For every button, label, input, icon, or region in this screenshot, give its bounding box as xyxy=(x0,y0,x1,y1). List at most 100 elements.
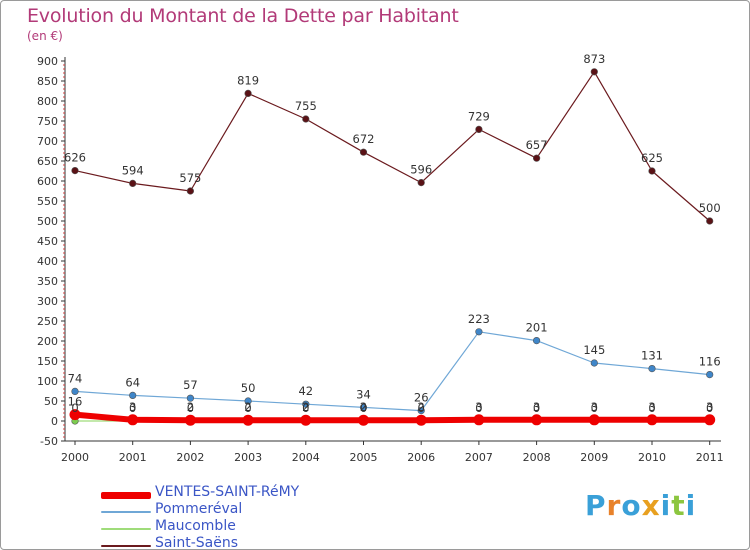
x-tick-label: 2008 xyxy=(523,451,551,464)
series-point xyxy=(590,68,598,76)
y-tick-label: -50 xyxy=(40,435,58,448)
series-point xyxy=(359,403,368,412)
data-label: 34 xyxy=(356,387,371,401)
series-point xyxy=(531,414,543,426)
series-point xyxy=(300,414,312,426)
legend-swatch xyxy=(101,511,151,513)
data-label: 819 xyxy=(237,73,259,87)
series-point xyxy=(127,414,139,426)
x-tick-label: 2011 xyxy=(696,451,724,464)
series-point xyxy=(129,179,137,187)
data-label: 2 xyxy=(418,400,425,414)
chart-title: Evolution du Montant de la Dette par Hab… xyxy=(27,5,459,27)
series-point xyxy=(417,407,425,415)
data-label: 64 xyxy=(125,375,140,389)
data-label: 3 xyxy=(475,400,482,414)
y-tick-label: 400 xyxy=(37,255,58,268)
logo-letter: o xyxy=(621,489,642,522)
legend-swatch xyxy=(101,491,151,499)
data-label: 0 xyxy=(187,401,194,415)
series-point xyxy=(532,337,541,345)
data-label: 0 xyxy=(533,401,540,415)
series-point xyxy=(71,387,79,396)
data-label: 145 xyxy=(583,343,605,357)
data-label: 594 xyxy=(122,163,144,177)
data-label: 16 xyxy=(68,395,83,409)
x-tick-label: 2010 xyxy=(638,451,666,464)
series-point xyxy=(706,371,714,379)
series-point xyxy=(417,179,425,187)
data-label: 131 xyxy=(641,349,663,363)
data-label: 3 xyxy=(533,400,540,414)
data-label: 500 xyxy=(699,201,721,215)
series-point xyxy=(648,365,656,373)
series-point xyxy=(475,328,483,336)
y-tick-label: 100 xyxy=(37,375,58,388)
series-point xyxy=(244,89,252,97)
series-point xyxy=(302,115,310,123)
y-tick-label: 550 xyxy=(37,195,58,208)
y-tick-label: 0 xyxy=(51,415,58,428)
data-label: 0 xyxy=(302,401,309,415)
x-tick-label: 2001 xyxy=(119,451,147,464)
series-point xyxy=(186,187,194,195)
legend-swatch xyxy=(101,545,151,547)
series-point xyxy=(588,414,600,426)
data-label: 575 xyxy=(179,171,201,185)
data-label: 0 xyxy=(129,401,136,415)
series-line-0 xyxy=(74,71,711,222)
logo-letter: t xyxy=(671,489,686,522)
logo-letter: x xyxy=(641,489,661,522)
x-tick-label: 2009 xyxy=(580,451,608,464)
series-point xyxy=(244,397,252,405)
y-tick-label: 600 xyxy=(37,175,58,188)
series-point xyxy=(473,414,485,426)
series-point xyxy=(129,391,137,400)
series-point xyxy=(71,167,79,175)
series-point xyxy=(706,217,714,225)
data-label: 116 xyxy=(699,355,721,369)
y-tick-label: 250 xyxy=(37,315,58,328)
y-tick-label: 850 xyxy=(37,75,58,88)
series-line-1 xyxy=(74,331,710,412)
legend-label: VENTES-SAINT-RéMY xyxy=(155,484,300,500)
legend-label: Pommeréval xyxy=(155,501,243,517)
data-label: 0 xyxy=(418,401,425,415)
data-label: 657 xyxy=(526,138,548,152)
y-tick-label: 450 xyxy=(37,235,58,248)
series-layer xyxy=(69,68,716,426)
data-label: 3 xyxy=(648,400,655,414)
data-label: 626 xyxy=(64,151,86,165)
chart-subtitle: (en €) xyxy=(27,29,63,43)
data-label: 201 xyxy=(526,321,548,335)
logo-letter: i xyxy=(685,489,697,522)
y-tick-label: 650 xyxy=(37,155,58,168)
logo-letter: P xyxy=(585,489,607,522)
series-point xyxy=(646,414,658,426)
series-point xyxy=(69,409,81,421)
data-label: 625 xyxy=(641,151,663,165)
data-label: 596 xyxy=(410,163,432,177)
proxiti-logo: Proxiti xyxy=(585,489,696,522)
y-tick-label: 900 xyxy=(37,55,58,68)
data-label: 74 xyxy=(68,371,83,385)
data-label: 0 xyxy=(648,401,655,415)
data-label: 2 xyxy=(244,400,251,414)
logo-letter: i xyxy=(660,489,672,522)
series-point xyxy=(302,400,310,408)
data-label: 0 xyxy=(706,401,713,415)
legend-label: Saint-Saëns xyxy=(155,535,239,550)
data-label: 50 xyxy=(241,381,256,395)
data-label: 223 xyxy=(468,312,490,326)
x-tick-label: 2005 xyxy=(350,451,378,464)
x-tick-label: 2006 xyxy=(407,451,435,464)
data-label: 2 xyxy=(302,400,309,414)
series-point xyxy=(359,148,368,156)
series-point xyxy=(415,414,427,426)
x-tick-label: 2000 xyxy=(61,451,89,464)
data-label: 26 xyxy=(414,391,429,405)
data-label: 3 xyxy=(706,400,713,414)
series-point xyxy=(532,154,541,162)
